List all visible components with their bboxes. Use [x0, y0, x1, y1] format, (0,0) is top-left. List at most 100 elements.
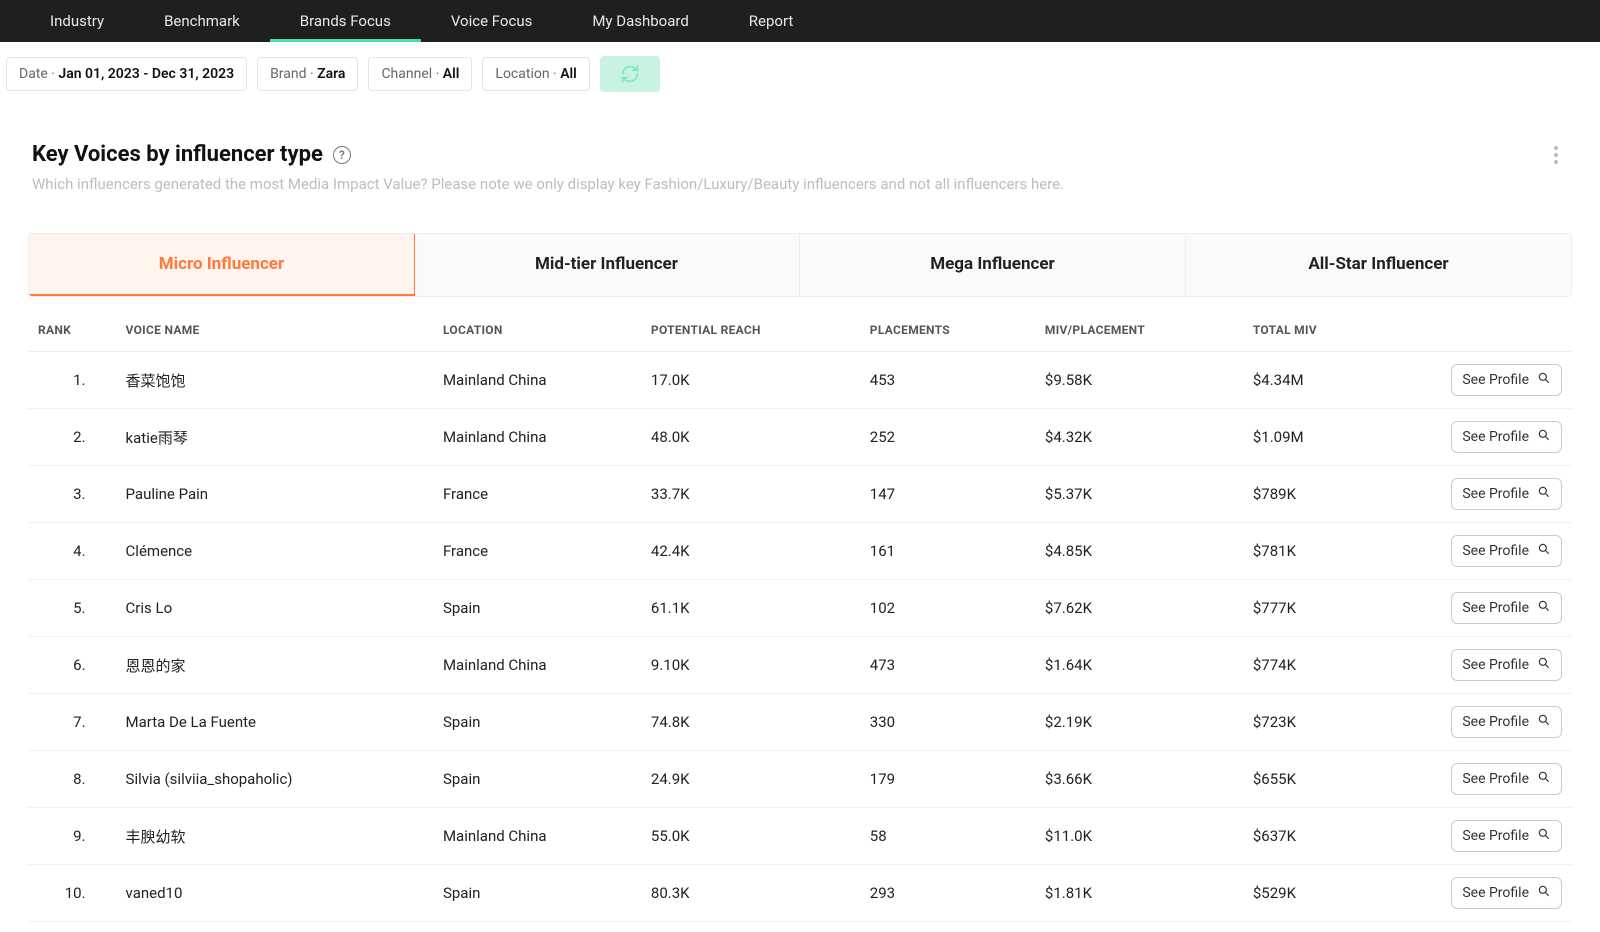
- col-header-total[interactable]: TOTAL MIV: [1243, 305, 1429, 352]
- search-icon: [1537, 827, 1551, 845]
- nav-item-industry[interactable]: Industry: [20, 0, 134, 42]
- cell-action: See Profile: [1429, 637, 1572, 694]
- nav-item-benchmark[interactable]: Benchmark: [134, 0, 270, 42]
- cell-miv-per-placement: $2.19K: [1035, 694, 1243, 751]
- cell-potential-reach: 48.0K: [641, 409, 860, 466]
- nav-item-brands-focus[interactable]: Brands Focus: [270, 0, 421, 42]
- cell-total-miv: $781K: [1243, 523, 1429, 580]
- cell-miv-per-placement: $5.37K: [1035, 466, 1243, 523]
- cell-miv-per-placement: $4.85K: [1035, 523, 1243, 580]
- filter-date[interactable]: Date · Jan 01, 2023 - Dec 31, 2023: [6, 57, 247, 91]
- tab-all-star-influencer[interactable]: All-Star Influencer: [1186, 234, 1571, 296]
- cell-action: See Profile: [1429, 352, 1572, 409]
- col-header-reach[interactable]: POTENTIAL REACH: [641, 305, 860, 352]
- help-icon[interactable]: ?: [333, 146, 351, 164]
- cell-total-miv: $529K: [1243, 865, 1429, 922]
- cell-location: Spain: [433, 751, 641, 808]
- cell-location: Mainland China: [433, 352, 641, 409]
- see-profile-label: See Profile: [1462, 828, 1529, 844]
- nav-item-voice-focus[interactable]: Voice Focus: [421, 0, 563, 42]
- cell-action: See Profile: [1429, 808, 1572, 865]
- see-profile-button[interactable]: See Profile: [1451, 592, 1562, 624]
- see-profile-button[interactable]: See Profile: [1451, 535, 1562, 567]
- cell-potential-reach: 61.1K: [641, 580, 860, 637]
- cell-rank: 3.: [28, 466, 116, 523]
- see-profile-label: See Profile: [1462, 429, 1529, 445]
- cell-placements: 293: [860, 865, 1035, 922]
- table-row: 5.Cris LoSpain61.1K102$7.62K$777KSee Pro…: [28, 580, 1572, 637]
- see-profile-button[interactable]: See Profile: [1451, 649, 1562, 681]
- see-profile-button[interactable]: See Profile: [1451, 877, 1562, 909]
- cell-voice-name: Clémence: [116, 523, 433, 580]
- cell-voice-name: katie雨琴: [116, 409, 433, 466]
- nav-item-report[interactable]: Report: [719, 0, 824, 42]
- cell-voice-name: Silvia (silviia_shopaholic): [116, 751, 433, 808]
- col-header-voice[interactable]: VOICE NAME: [116, 305, 433, 352]
- see-profile-button[interactable]: See Profile: [1451, 478, 1562, 510]
- panel-title-text: Key Voices by influencer type: [32, 142, 323, 167]
- cell-placements: 58: [860, 808, 1035, 865]
- cell-location: Mainland China: [433, 808, 641, 865]
- cell-placements: 161: [860, 523, 1035, 580]
- cell-location: Mainland China: [433, 409, 641, 466]
- see-profile-button[interactable]: See Profile: [1451, 421, 1562, 453]
- filter-brand-value: Zara: [317, 66, 345, 82]
- search-icon: [1537, 656, 1551, 674]
- tab-mid-tier-influencer[interactable]: Mid-tier Influencer: [414, 234, 800, 296]
- cell-total-miv: $4.34M: [1243, 352, 1429, 409]
- see-profile-button[interactable]: See Profile: [1451, 763, 1562, 795]
- panel-header: Key Voices by influencer type ?: [28, 142, 1572, 167]
- see-profile-button[interactable]: See Profile: [1451, 364, 1562, 396]
- table-row: 4.ClémenceFrance42.4K161$4.85K$781KSee P…: [28, 523, 1572, 580]
- cell-placements: 453: [860, 352, 1035, 409]
- cell-rank: 7.: [28, 694, 116, 751]
- col-header-location[interactable]: LOCATION: [433, 305, 641, 352]
- filter-brand[interactable]: Brand · Zara: [257, 57, 358, 91]
- cell-potential-reach: 80.3K: [641, 865, 860, 922]
- filter-location-value: All: [560, 66, 577, 82]
- filter-date-value: Jan 01, 2023 - Dec 31, 2023: [58, 66, 234, 82]
- see-profile-label: See Profile: [1462, 372, 1529, 388]
- filter-channel[interactable]: Channel · All: [368, 57, 472, 91]
- see-profile-label: See Profile: [1462, 657, 1529, 673]
- search-icon: [1537, 371, 1551, 389]
- cell-rank: 6.: [28, 637, 116, 694]
- panel-menu-button[interactable]: [1544, 143, 1568, 167]
- panel-subtitle: Which influencers generated the most Med…: [28, 175, 1572, 193]
- cell-total-miv: $723K: [1243, 694, 1429, 751]
- cell-location: Spain: [433, 865, 641, 922]
- see-profile-label: See Profile: [1462, 543, 1529, 559]
- cell-potential-reach: 55.0K: [641, 808, 860, 865]
- tab-micro-influencer[interactable]: Micro Influencer: [28, 233, 415, 297]
- tab-mega-influencer[interactable]: Mega Influencer: [800, 234, 1186, 296]
- cell-voice-name: Marta De La Fuente: [116, 694, 433, 751]
- cell-voice-name: vaned10: [116, 865, 433, 922]
- see-profile-label: See Profile: [1462, 771, 1529, 787]
- cell-location: France: [433, 523, 641, 580]
- col-header-mivpp[interactable]: MIV/PLACEMENT: [1035, 305, 1243, 352]
- apply-filters-button[interactable]: [600, 56, 660, 92]
- cell-rank: 10.: [28, 865, 116, 922]
- cell-miv-per-placement: $11.0K: [1035, 808, 1243, 865]
- cell-rank: 9.: [28, 808, 116, 865]
- cell-location: France: [433, 466, 641, 523]
- voices-table: RANK VOICE NAME LOCATION POTENTIAL REACH…: [28, 305, 1572, 922]
- cell-voice-name: 香菜饱饱: [116, 352, 433, 409]
- cell-rank: 4.: [28, 523, 116, 580]
- col-header-placements[interactable]: PLACEMENTS: [860, 305, 1035, 352]
- search-icon: [1537, 599, 1551, 617]
- filter-location[interactable]: Location · All: [482, 57, 589, 91]
- search-icon: [1537, 485, 1551, 503]
- cell-location: Spain: [433, 694, 641, 751]
- cell-placements: 252: [860, 409, 1035, 466]
- cell-placements: 473: [860, 637, 1035, 694]
- nav-item-my-dashboard[interactable]: My Dashboard: [562, 0, 718, 42]
- filter-date-label: Date ·: [19, 66, 58, 82]
- cell-miv-per-placement: $1.81K: [1035, 865, 1243, 922]
- cell-miv-per-placement: $1.64K: [1035, 637, 1243, 694]
- filter-bar: Date · Jan 01, 2023 - Dec 31, 2023 Brand…: [0, 42, 1600, 106]
- see-profile-button[interactable]: See Profile: [1451, 706, 1562, 738]
- search-icon: [1537, 428, 1551, 446]
- see-profile-button[interactable]: See Profile: [1451, 820, 1562, 852]
- col-header-rank[interactable]: RANK: [28, 305, 116, 352]
